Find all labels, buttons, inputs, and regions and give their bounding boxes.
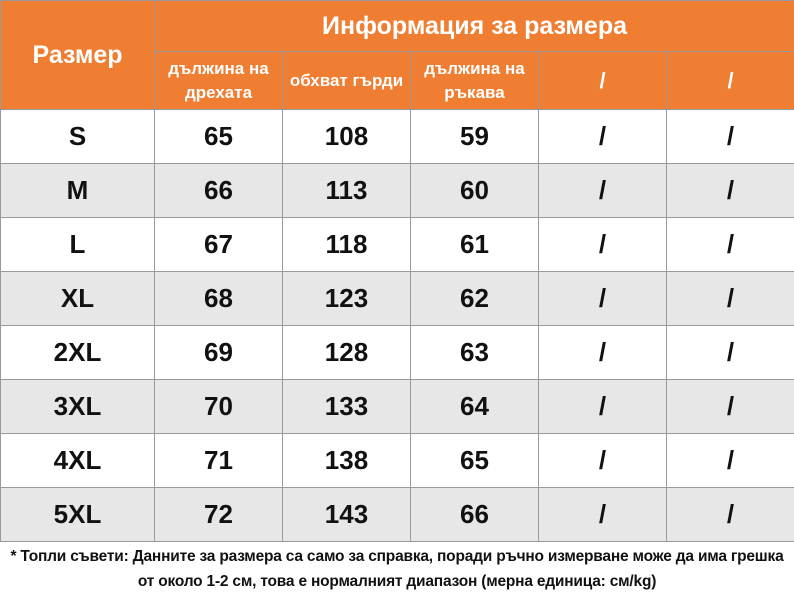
col4-cell: / [538, 379, 667, 434]
size-cell: S [0, 109, 155, 164]
table-row: M 66 113 60 / / [0, 163, 794, 218]
size-column-header: Размер [0, 0, 155, 110]
length-cell: 72 [154, 487, 283, 542]
sleeve-cell: 61 [410, 217, 539, 272]
column-header-4: / [538, 51, 667, 110]
column-header-sleeve-length: дължина на ръкава [410, 51, 539, 110]
size-cell: 4XL [0, 433, 155, 488]
chest-cell: 138 [282, 433, 411, 488]
length-cell: 67 [154, 217, 283, 272]
length-cell: 69 [154, 325, 283, 380]
chest-cell: 108 [282, 109, 411, 164]
size-note: * Топли съвети: Данните за размера са са… [10, 548, 784, 590]
length-cell: 71 [154, 433, 283, 488]
chest-cell: 118 [282, 217, 411, 272]
table-row: XL 68 123 62 / / [0, 271, 794, 326]
column-header-chest: обхват гърди [282, 51, 411, 110]
col4-cell: / [538, 109, 667, 164]
length-cell: 68 [154, 271, 283, 326]
size-cell: 5XL [0, 487, 155, 542]
sleeve-cell: 65 [410, 433, 539, 488]
col4-cell: / [538, 271, 667, 326]
size-cell: L [0, 217, 155, 272]
col4-cell: / [538, 325, 667, 380]
table-row: 5XL 72 143 66 / / [0, 487, 794, 542]
column-header-garment-length: дължина на дрехата [154, 51, 283, 110]
col5-cell: / [665, 379, 794, 434]
chest-cell: 143 [282, 487, 411, 542]
size-cell: 2XL [0, 325, 155, 380]
sleeve-cell: 62 [410, 271, 539, 326]
table-row: L 67 118 61 / / [0, 217, 794, 272]
table-row: 2XL 69 128 63 / / [0, 325, 794, 380]
sleeve-cell: 63 [410, 325, 539, 380]
col5-cell: / [665, 217, 794, 272]
column-header-5: / [665, 51, 794, 110]
col5-cell: / [665, 433, 794, 488]
length-cell: 70 [154, 379, 283, 434]
col5-cell: / [665, 163, 794, 218]
sleeve-cell: 60 [410, 163, 539, 218]
col4-cell: / [538, 487, 667, 542]
col4-cell: / [538, 433, 667, 488]
col5-cell: / [665, 487, 794, 542]
chest-cell: 113 [282, 163, 411, 218]
table-row: 4XL 71 138 65 / / [0, 433, 794, 488]
sleeve-cell: 59 [410, 109, 539, 164]
size-cell: M [0, 163, 155, 218]
col5-cell: / [665, 325, 794, 380]
size-cell: 3XL [0, 379, 155, 434]
length-cell: 66 [154, 163, 283, 218]
size-cell: XL [0, 271, 155, 326]
table-row: 3XL 70 133 64 / / [0, 379, 794, 434]
chest-cell: 133 [282, 379, 411, 434]
size-info-group-header: Информация за размера [153, 0, 794, 52]
sleeve-cell: 64 [410, 379, 539, 434]
col4-cell: / [538, 217, 667, 272]
col5-cell: / [665, 271, 794, 326]
chest-cell: 128 [282, 325, 411, 380]
sleeve-cell: 66 [410, 487, 539, 542]
table-row: S 65 108 59 / / [0, 109, 794, 164]
col4-cell: / [538, 163, 667, 218]
size-table: Размер Информация за размера дължина на … [0, 0, 794, 542]
chest-cell: 123 [282, 271, 411, 326]
length-cell: 65 [154, 109, 283, 164]
col5-cell: / [665, 109, 794, 164]
